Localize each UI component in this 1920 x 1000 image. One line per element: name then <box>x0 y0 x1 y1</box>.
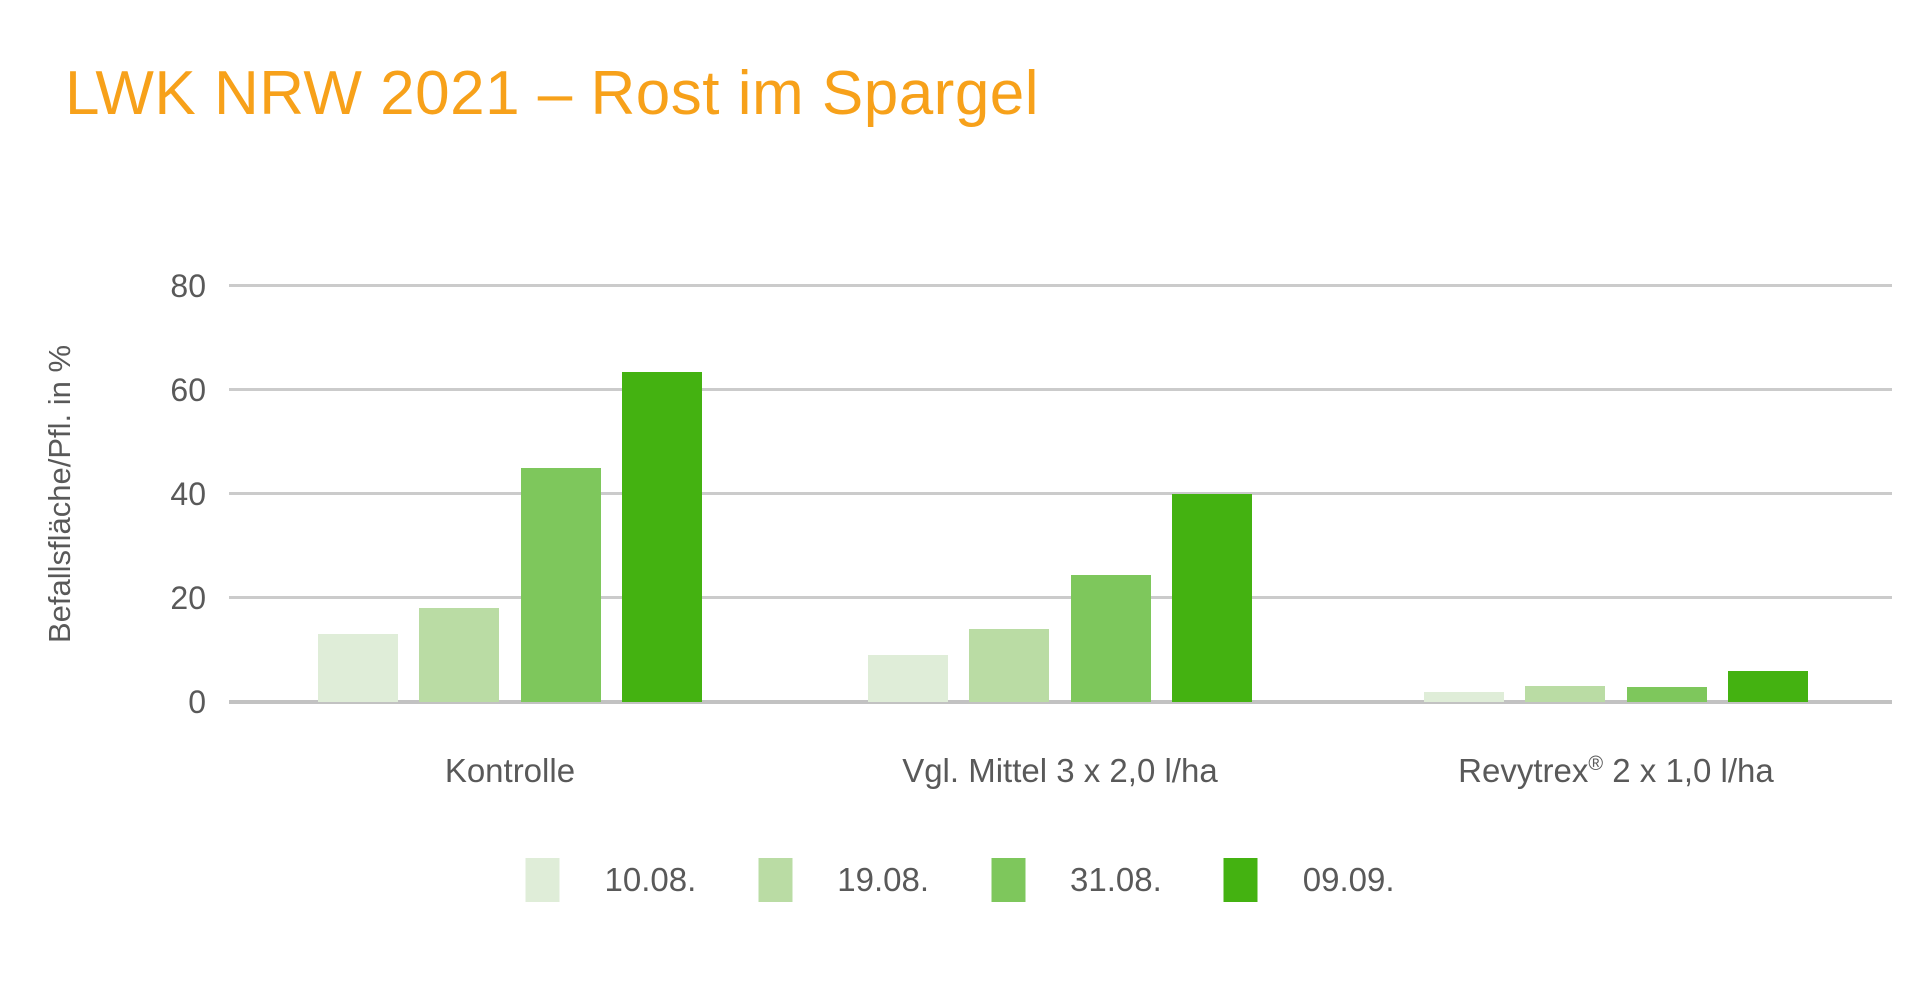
page-title: LWK NRW 2021 – Rost im Spargel <box>65 59 1040 128</box>
gridline-20 <box>229 596 1892 599</box>
bar-1908-group2 <box>969 629 1050 702</box>
bar-1908-group1 <box>419 608 500 702</box>
legend-label-1908: 19.08. <box>837 861 929 898</box>
legend-label-0909: 09.09. <box>1302 861 1395 898</box>
gridline-80 <box>229 284 1892 287</box>
bar-0909-group2 <box>1171 494 1252 702</box>
y-tick-40: 40 <box>170 476 206 512</box>
plot-area <box>229 284 1892 704</box>
legend-item-3108: 31.08. <box>991 858 1162 902</box>
gridline-60 <box>229 388 1892 391</box>
bar-1008-group2 <box>868 655 948 702</box>
legend-label-1008: 10.08. <box>604 861 697 898</box>
legend-item-0909: 09.09. <box>1223 858 1395 902</box>
bar-1008-group1 <box>318 634 398 702</box>
category-label-1: Kontrolle <box>444 752 576 789</box>
legend-swatch-0909 <box>1223 858 1258 902</box>
bar-1908-group3 <box>1525 686 1606 702</box>
bar-3108-group2 <box>1070 574 1151 702</box>
legend: 10.08. 19.08. 31.08. 09.09. <box>525 858 1395 902</box>
bar-0909-group3 <box>1727 670 1808 702</box>
y-tick-80: 80 <box>170 268 206 304</box>
y-axis-title-wrap: Befallsfläche/Pfl. in % <box>30 286 90 702</box>
bar-3108-group3 <box>1626 687 1707 702</box>
gridline-40 <box>229 492 1892 495</box>
legend-item-1008: 10.08. <box>525 858 697 902</box>
y-tick-20: 20 <box>170 580 206 616</box>
legend-swatch-1908 <box>758 858 793 902</box>
bar-1008-group3 <box>1424 691 1504 702</box>
gridline-0 <box>229 700 1892 704</box>
bar-0909-group1 <box>621 371 702 702</box>
bar-3108-group1 <box>520 468 601 702</box>
y-tick-60: 60 <box>170 372 206 408</box>
legend-label-3108: 31.08. <box>1070 861 1162 898</box>
category-label-2: Vgl. Mittel 3 x 2,0 l/ha <box>902 752 1218 789</box>
legend-swatch-3108 <box>991 858 1025 902</box>
legend-item-1908: 19.08. <box>758 858 929 902</box>
legend-swatch-1008 <box>525 858 560 902</box>
y-axis-title: Befallsfläche/Pfl. in % <box>42 344 77 644</box>
y-tick-0: 0 <box>188 684 206 720</box>
y-axis-ticks: 0 20 40 60 80 <box>118 268 206 720</box>
category-label-3: Revytrex® 2 x 1,0 l/ha <box>1458 752 1774 789</box>
